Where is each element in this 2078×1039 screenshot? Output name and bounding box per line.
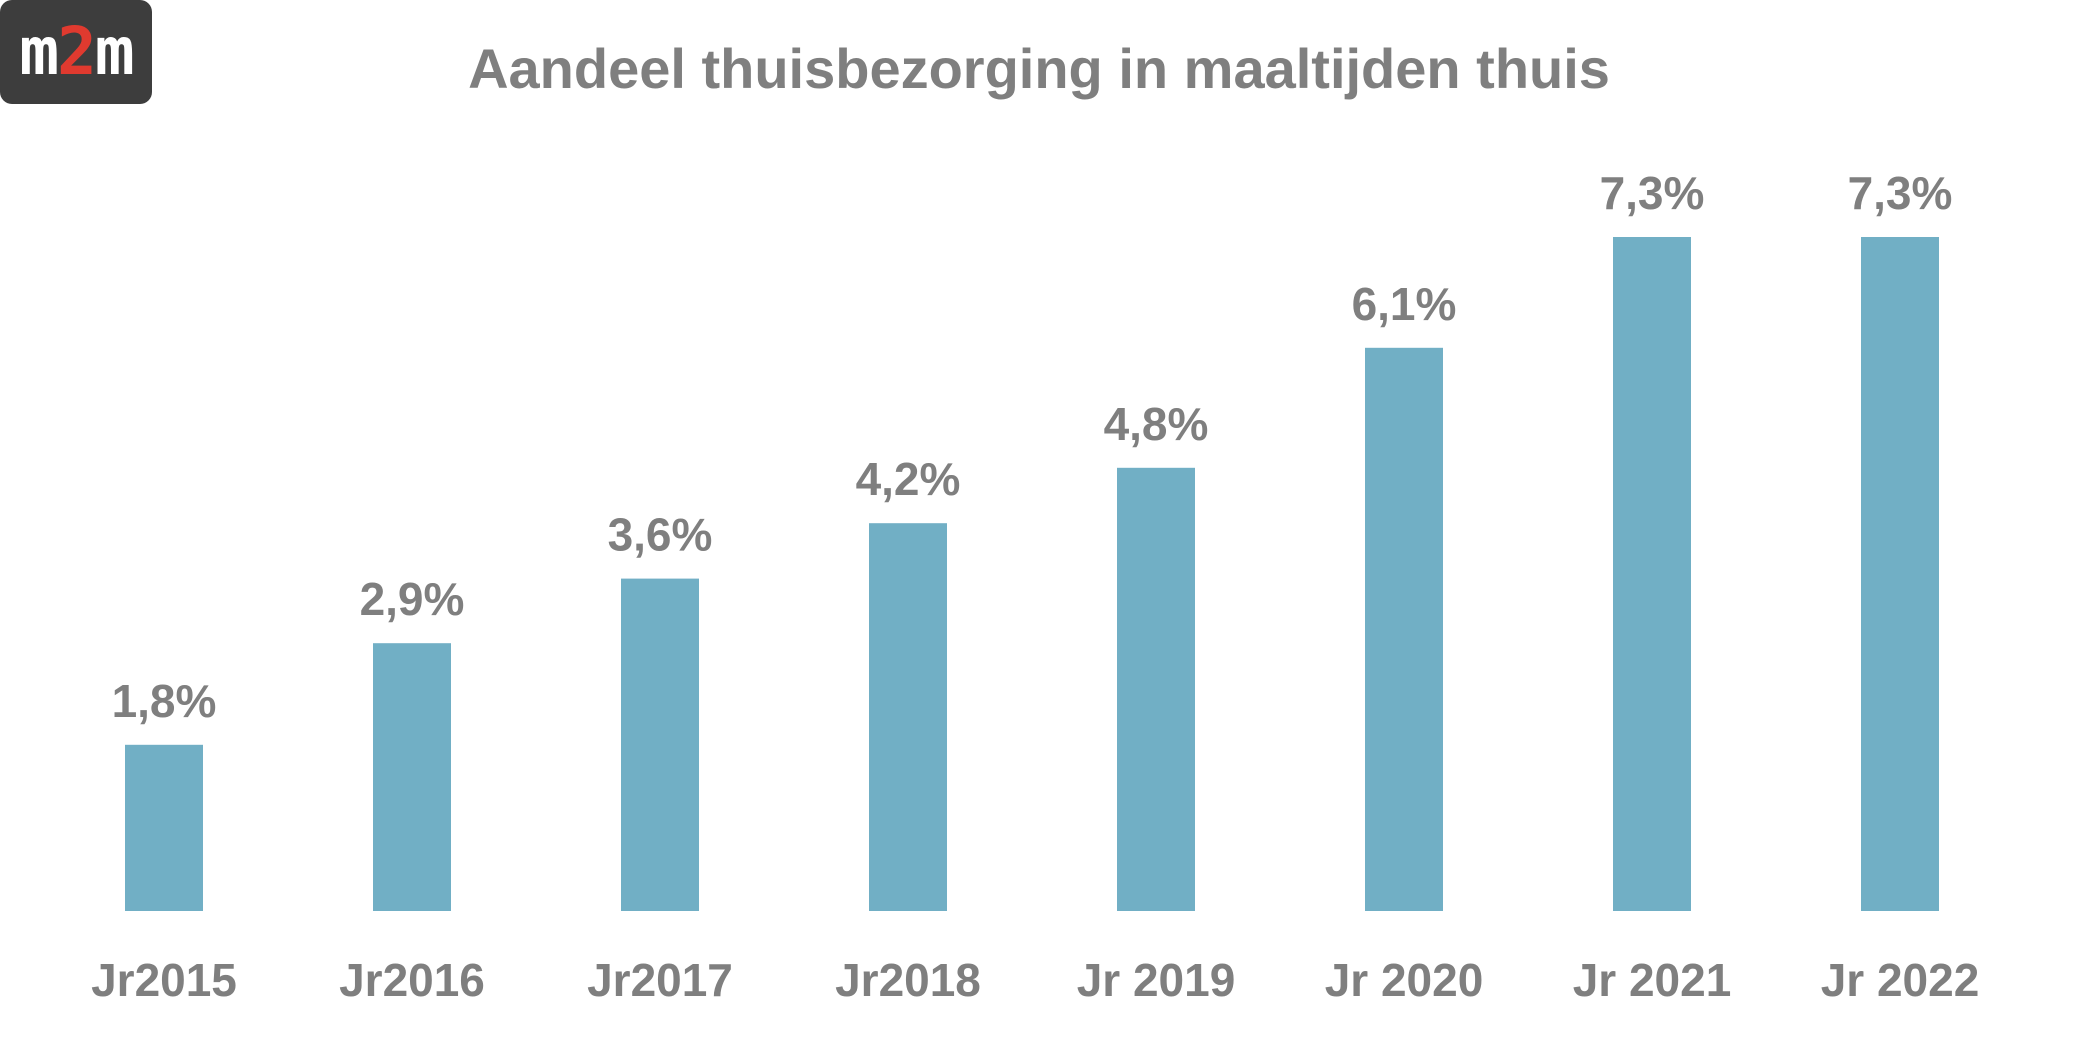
x-tick-label: Jr2015 — [91, 954, 237, 1006]
data-label: 4,2% — [856, 453, 961, 505]
data-labels-group: 1,8% 2,9% 3,6% 4,2% 4,8% 6,1% 7,3% 7,3% — [112, 167, 1953, 727]
bar-jr2022 — [1861, 237, 1939, 911]
chart-title: Aandeel thuisbezorging in maaltijden thu… — [468, 37, 1610, 100]
data-label: 7,3% — [1848, 167, 1953, 219]
bar-jr2021 — [1613, 237, 1691, 911]
x-tick-label: Jr 2021 — [1573, 954, 1732, 1006]
x-tick-label: Jr 2019 — [1077, 954, 1236, 1006]
data-label: 6,1% — [1352, 278, 1457, 330]
bars-group — [125, 237, 1939, 911]
bar-jr2015 — [125, 744, 203, 911]
bar-jr2019 — [1117, 467, 1195, 911]
x-tick-label: Jr 2020 — [1325, 954, 1484, 1006]
data-label: 1,8% — [112, 675, 217, 727]
bar-jr2018 — [869, 523, 947, 911]
x-tick-label: Jr2017 — [587, 954, 733, 1006]
bar-jr2020 — [1365, 347, 1443, 911]
x-tick-label: Jr 2022 — [1821, 954, 1980, 1006]
x-tick-label: Jr2018 — [835, 954, 981, 1006]
data-label: 4,8% — [1104, 398, 1209, 450]
logo-text: m2m — [19, 13, 134, 90]
m2m-logo: m2m — [0, 0, 152, 104]
x-axis-tick-labels: Jr2015 Jr2016 Jr2017 Jr2018 Jr 2019 Jr 2020 Jr… — [91, 954, 1979, 1006]
data-label: 7,3% — [1600, 167, 1705, 219]
bar-jr2017 — [621, 578, 699, 911]
data-label: 2,9% — [360, 573, 465, 625]
x-tick-label: Jr2016 — [339, 954, 485, 1006]
bar-jr2016 — [373, 643, 451, 911]
data-label: 3,6% — [608, 509, 713, 561]
